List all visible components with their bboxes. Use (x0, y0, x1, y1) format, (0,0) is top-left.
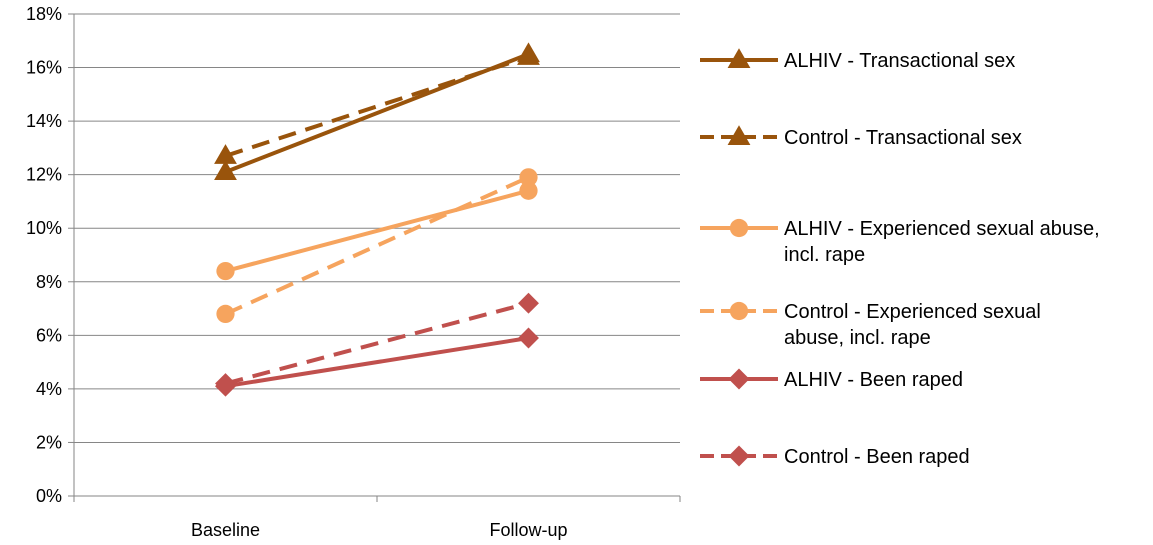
series-line (223, 52, 531, 174)
triangle-marker (214, 144, 237, 164)
series-3 (216, 181, 538, 281)
triangle-marker (214, 160, 237, 180)
series-group (214, 42, 540, 397)
circle-marker (519, 181, 538, 200)
legend-item: ALHIV - Experienced sexual abuse, incl. r… (700, 218, 1100, 266)
y-tick-label: 0% (36, 486, 62, 506)
y-tick-label: 10% (26, 218, 62, 238)
series-line (223, 188, 531, 274)
series-4 (216, 168, 538, 324)
legend-item: ALHIV - Been raped (700, 368, 963, 391)
diamond-marker (728, 445, 750, 467)
diamond-marker (518, 327, 539, 349)
circle-marker (729, 301, 749, 321)
legend-item: ALHIV - Transactional sex (700, 48, 1015, 72)
series-5 (215, 327, 539, 397)
y-tick-label: 14% (26, 111, 62, 131)
x-tick-label: Follow-up (489, 520, 567, 540)
series-1 (214, 42, 540, 180)
circle-marker (216, 261, 235, 281)
circle-marker (729, 218, 749, 238)
legend-item: Control - Been raped (700, 445, 970, 468)
legend-item: Control - Transactional sex (700, 125, 1022, 149)
y-tick-label: 18% (26, 4, 62, 24)
triangle-marker (517, 45, 540, 65)
legend-label: ALHIV - Experienced sexual abuse, (784, 218, 1100, 240)
legend-item: Control - Experienced sexual abuse, incl.… (700, 301, 1041, 349)
y-tick-label: 6% (36, 325, 62, 345)
y-tick-label: 12% (26, 165, 62, 185)
triangle-marker (727, 125, 751, 145)
y-tick-label: 8% (36, 272, 62, 292)
legend-label: Control - Transactional sex (784, 127, 1022, 149)
diamond-marker (728, 368, 750, 390)
x-tick-label: Baseline (191, 520, 260, 540)
legend-label: incl. rape (784, 244, 865, 266)
legend-label: ALHIV - Transactional sex (784, 50, 1015, 72)
axes: 0% 2% 4% 6% 8% 10% 12% 14% 16% 18% Baseline Follow-… (26, 4, 681, 540)
legend-label: abuse, incl. rape (784, 327, 931, 349)
diamond-marker (215, 373, 236, 394)
y-tick-label: 4% (36, 379, 62, 399)
series-2 (214, 45, 540, 164)
legend-label: Control - Experienced sexual (784, 301, 1041, 323)
series-line (224, 175, 530, 316)
y-tick-label: 2% (36, 432, 62, 452)
legend-label: Control - Been raped (784, 446, 970, 468)
legend: ALHIV - Transactional sex Control - Trans… (700, 48, 1100, 468)
series-line (223, 336, 531, 389)
triangle-marker (727, 48, 751, 68)
diamond-marker (518, 292, 539, 314)
circle-marker (519, 168, 538, 187)
series-line (224, 54, 530, 158)
series-line (224, 301, 530, 386)
circle-marker (216, 304, 235, 324)
legend-label: ALHIV - Been raped (784, 369, 963, 391)
y-tick-label: 16% (26, 58, 62, 78)
grid (74, 13, 680, 443)
series-6 (215, 292, 539, 394)
